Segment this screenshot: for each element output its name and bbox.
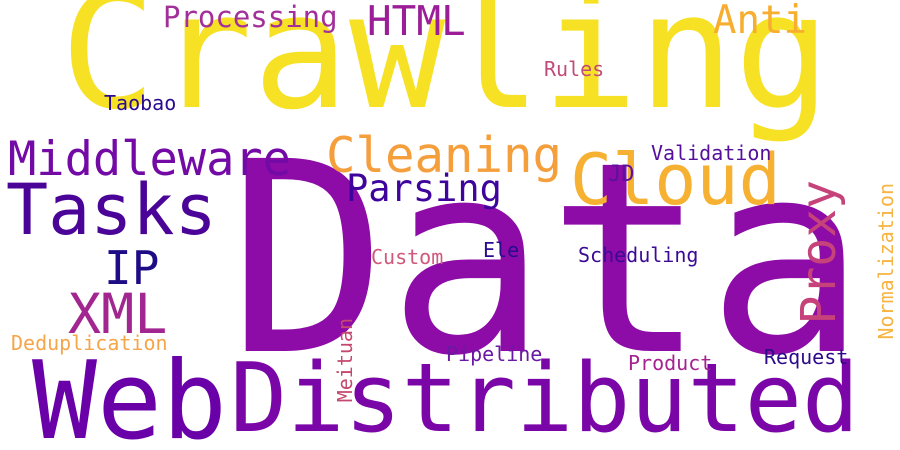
word-cloud: Cloud bbox=[570, 139, 781, 221]
word-anti: Anti bbox=[713, 0, 807, 43]
word-ele: Ele bbox=[483, 238, 520, 262]
word-product: Product bbox=[628, 351, 713, 375]
word-pipeline: Pipeline bbox=[446, 342, 543, 366]
word-taobao: Taobao bbox=[104, 91, 177, 115]
word-ip: IP bbox=[104, 241, 160, 295]
word-middleware: Middleware bbox=[8, 132, 291, 187]
word-web: Web bbox=[32, 339, 228, 450]
word-normalization: Normalization bbox=[874, 183, 898, 340]
word-xml: XML bbox=[68, 282, 168, 346]
word-html: HTML bbox=[367, 0, 466, 45]
word-jd: JD bbox=[608, 162, 635, 187]
word-meituan: Meituan bbox=[333, 318, 357, 403]
word-data: Data bbox=[228, 106, 867, 414]
word-processing: Processing bbox=[163, 0, 338, 34]
word-cleaning: Cleaning bbox=[326, 127, 563, 184]
word-validation: Validation bbox=[651, 141, 772, 165]
word-request: Request bbox=[764, 345, 849, 369]
word-distributed: Distributed bbox=[230, 344, 860, 450]
word-rules: Rules bbox=[544, 57, 605, 81]
word-custom: Custom bbox=[371, 245, 444, 269]
word-deduplication: Deduplication bbox=[11, 331, 168, 355]
word-crawling: Crawling bbox=[60, 0, 831, 145]
word-tasks: Tasks bbox=[6, 169, 217, 251]
word-proxy: Proxy bbox=[791, 180, 847, 325]
word-scheduling: Scheduling bbox=[578, 243, 699, 267]
word-parsing: Parsing bbox=[346, 167, 502, 210]
